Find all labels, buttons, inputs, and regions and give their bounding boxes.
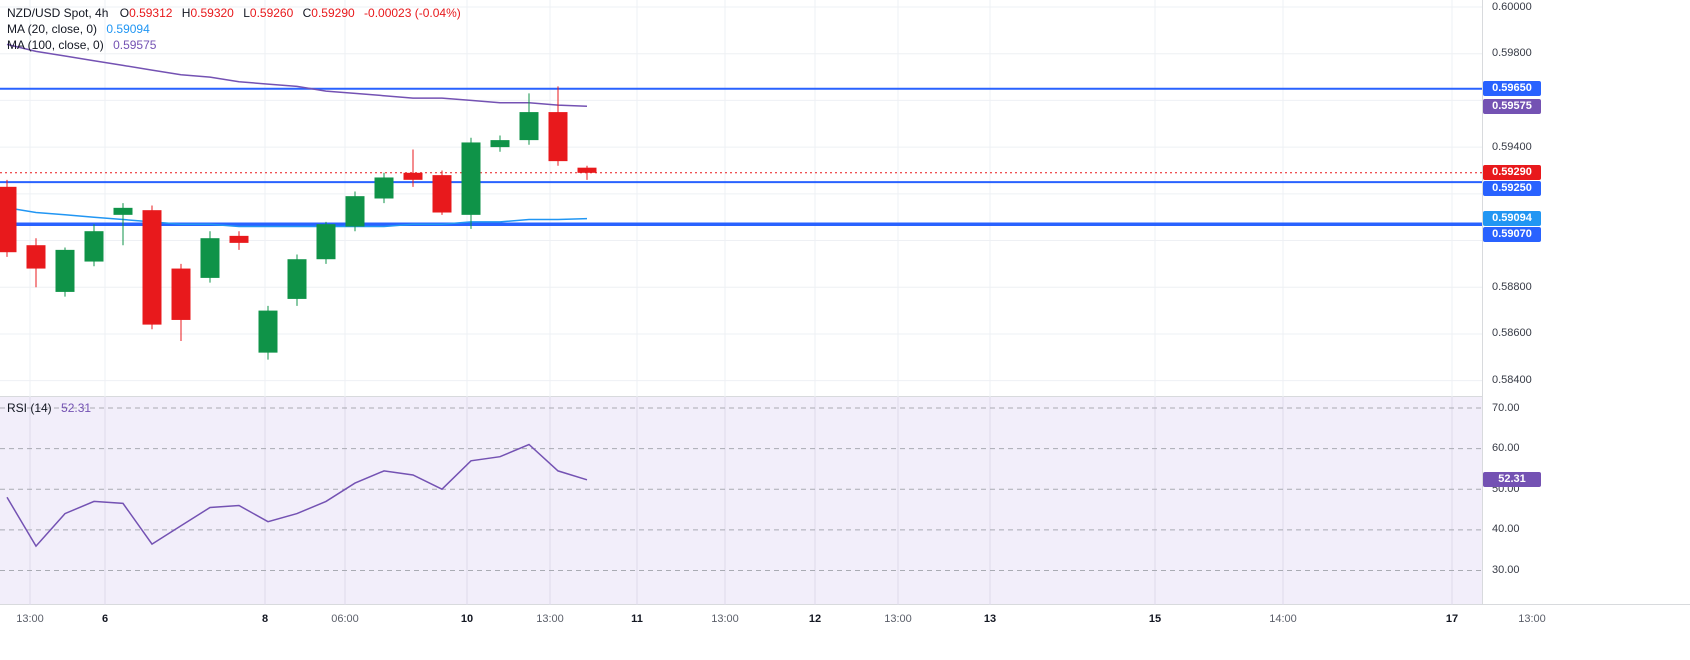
candle (316, 224, 336, 260)
ma20-legend-row[interactable]: MA (20, close, 0) 0.59094 (7, 21, 461, 37)
candle (345, 196, 365, 227)
rsi-chart-canvas[interactable] (0, 397, 1482, 605)
current-price-badge: 0.59290 (1483, 165, 1541, 181)
time-axis[interactable]: 13:00 6 8 06:00 10 13:00 11 13:00 12 13:00 13 15 14:… (0, 605, 1690, 660)
symbol-title: NZD/USD Spot, 4h (7, 6, 109, 20)
rsi-value-badge: 52.31 (1483, 472, 1541, 488)
time-axis-day-label: 6 (101, 613, 109, 625)
time-axis-day-label: 17 (1445, 613, 1459, 625)
ma100-line (6, 43, 588, 108)
ma100-legend-row[interactable]: MA (100, close, 0) 0.59575 (7, 37, 461, 53)
time-axis-day-label: 12 (808, 613, 822, 625)
time-axis-label: 14:00 (1269, 613, 1297, 625)
price-pane[interactable]: NZD/USD Spot, 4h O0.59312 H0.59320 L0.59… (0, 0, 1482, 397)
ma100-label: MA (100, close, 0) (7, 38, 104, 52)
time-axis-label: 13:00 (536, 613, 564, 625)
rsi-value: 52.31 (61, 401, 92, 415)
ohlc-open-value: 0.59312 (129, 6, 173, 20)
price-axis-label: 0.59800 (1492, 47, 1532, 60)
ma20-label: MA (20, close, 0) (7, 22, 98, 36)
ohlc-open-key: O (119, 6, 130, 20)
candle (171, 268, 191, 320)
price-line-badge: 0.59650 (1483, 81, 1541, 97)
ohlc-high-key: H (181, 6, 191, 20)
ma20-value: 0.59094 (106, 22, 150, 36)
candle (287, 259, 307, 299)
candle (490, 140, 510, 148)
rsi-axis-label: 40.00 (1492, 523, 1520, 536)
price-axis-label: 0.58800 (1492, 280, 1532, 293)
ohlc-low-key: L (243, 6, 250, 20)
ma-value-badge: 0.59094 (1483, 211, 1541, 227)
chart-legend: NZD/USD Spot, 4h O0.59312 H0.59320 L0.59… (7, 5, 461, 53)
price-axis-label: 0.58400 (1492, 374, 1532, 387)
candle (432, 175, 452, 213)
time-axis-day-label: 10 (460, 613, 474, 625)
symbol-legend-row[interactable]: NZD/USD Spot, 4h O0.59312 H0.59320 L0.59… (7, 5, 461, 21)
ohlc-low-value: 0.59260 (249, 6, 294, 20)
candle (142, 210, 162, 325)
price-chart-canvas[interactable] (0, 0, 1482, 397)
ohlc-high-value: 0.59320 (190, 6, 234, 20)
candle (374, 177, 394, 199)
price-axis-label: 0.59400 (1492, 140, 1532, 153)
rsi-axis-label: 60.00 (1492, 442, 1520, 455)
price-axis-label: 0.60000 (1492, 0, 1532, 13)
price-line-badge: 0.59250 (1483, 181, 1541, 197)
candle (519, 112, 539, 141)
price-line-badge: 0.59070 (1483, 227, 1541, 243)
rsi-label: RSI (14) (7, 401, 52, 415)
time-axis-label: 13:00 (711, 613, 739, 625)
ma20-line (6, 207, 588, 228)
rsi-pane[interactable]: RSI (14) 52.31 (0, 397, 1482, 605)
time-axis-label: 13:00 (16, 613, 44, 625)
time-axis-day-label: 11 (631, 613, 643, 625)
time-axis-day-label: 15 (1148, 613, 1162, 625)
ma-value-badge: 0.59575 (1483, 98, 1541, 114)
ohlc-close-value: 0.59290 (311, 6, 355, 20)
candle (548, 112, 568, 162)
candle (26, 245, 46, 269)
ohlc-close-key: C (302, 6, 312, 20)
rsi-axis-label: 30.00 (1492, 564, 1520, 576)
candle (0, 186, 17, 253)
candle (461, 142, 481, 215)
rsi-line (6, 443, 588, 548)
rsi-legend-row[interactable]: RSI (14) 52.31 (7, 400, 91, 416)
ma100-value: 0.59575 (113, 38, 157, 52)
time-axis-label: 13:00 (884, 613, 912, 625)
time-axis-label: 06:00 (331, 613, 359, 625)
time-axis-day-label: 13 (983, 613, 997, 625)
candle (113, 207, 133, 215)
time-axis-day-label: 8 (261, 613, 269, 625)
candle (403, 172, 423, 180)
time-axis-label: 13:00 (1518, 613, 1546, 625)
ohlc-change: -0.00023 (-0.04%) (364, 6, 461, 20)
candle (229, 235, 249, 243)
candle (200, 238, 220, 278)
candle (577, 167, 597, 173)
price-axis[interactable]: 0.60000 0.59800 0.59400 0.58800 0.58600 0.584… (1482, 0, 1690, 605)
price-axis-label: 0.58600 (1492, 327, 1532, 340)
candle (84, 231, 104, 262)
rsi-axis-label: 70.00 (1492, 401, 1520, 414)
candle (55, 249, 75, 292)
candle (258, 310, 278, 353)
